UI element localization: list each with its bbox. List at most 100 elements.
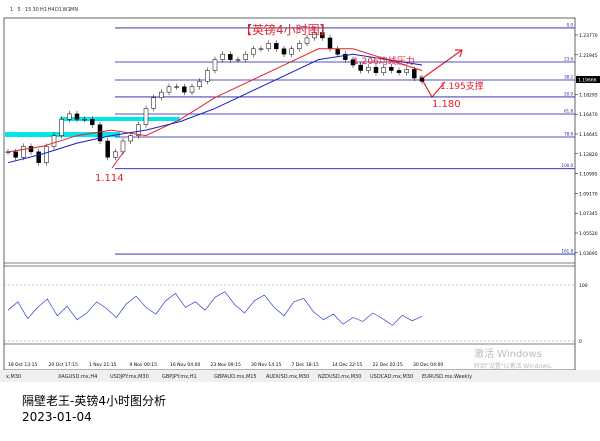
date-label: 14 Dec 22:15 (332, 362, 362, 368)
candle (36, 151, 41, 163)
annotation: 1.114 (95, 173, 124, 184)
timeframe-button[interactable]: H1 (40, 7, 47, 13)
zone (60, 117, 180, 121)
tab-bar (0, 370, 600, 382)
candle (312, 32, 317, 39)
candle (90, 119, 95, 125)
osc-label: 0 (579, 339, 582, 345)
timeframe-button[interactable]: 30 (33, 7, 39, 13)
caption-title: 隔壁老王-英镑4小时图分析 (22, 394, 166, 408)
candle (197, 81, 202, 88)
candle (419, 77, 425, 82)
current-price-label: 1.19666 (578, 78, 597, 84)
date-label: 20 Oct 17:15 (49, 362, 78, 368)
price-label: 1.23770 (579, 33, 598, 39)
candle (97, 124, 103, 142)
candle (5, 151, 11, 153)
candle (235, 59, 241, 61)
price-label: 1.09170 (579, 191, 598, 197)
timeframe-button[interactable]: D1 (55, 7, 62, 13)
background (0, 0, 600, 382)
candle (128, 135, 133, 142)
symbol-tab[interactable]: NZDUSD.mx,M30 (318, 374, 361, 380)
timeframe-button[interactable]: 1 (10, 7, 13, 13)
candle (189, 86, 195, 93)
osc-label: 100 (579, 283, 588, 289)
candle (174, 86, 179, 88)
candle (389, 66, 394, 71)
symbol-tab[interactable]: AUDUSD.mx,M30 (266, 374, 309, 380)
fib-label: 50.0 (564, 91, 573, 96)
candle (358, 64, 363, 71)
fib-label: 0.0 (567, 22, 574, 27)
symbol-tab[interactable]: GBPAUD.mx,M15 (214, 374, 257, 380)
fib-label: 23.6 (564, 57, 573, 62)
candle (67, 113, 72, 120)
fib-label: 78.6 (564, 131, 573, 136)
candle (159, 91, 164, 98)
candle (381, 66, 386, 73)
candle (404, 69, 409, 73)
annotation: 1.180 (432, 99, 461, 110)
candle (289, 48, 294, 55)
symbol-tab[interactable]: GBPJPY.mx,H1 (162, 374, 197, 380)
fib-label: 100.0 (562, 163, 574, 168)
watermark-sub: 转到"设置"以激活 Windows。 (474, 362, 556, 370)
date-label: 30 Nov 14:15 (251, 362, 281, 368)
date-label: 30 Dec 04:00 (413, 362, 443, 368)
date-label: 7 Dec 18:15 (292, 362, 320, 368)
candle (335, 48, 340, 55)
symbol-tab[interactable]: x,M30 (6, 374, 21, 380)
timeframe-button[interactable]: 5 (18, 7, 21, 13)
chart-title: 【英镑4小时图】 (240, 22, 332, 37)
oscillator-line (7, 291, 423, 326)
watermark: 激活 Windows (474, 347, 542, 360)
fib-label: 38.2 (564, 75, 573, 80)
date-label: 16 Nov 04:00 (170, 362, 200, 368)
current-price-box (576, 76, 600, 84)
symbol-tab[interactable]: USDCAD.mx,M30 (370, 374, 413, 380)
fib-label: 161.8 (562, 249, 574, 254)
candle (343, 53, 348, 60)
timeframe-button[interactable]: W1 (63, 7, 71, 13)
candle (350, 59, 356, 66)
candle (166, 86, 172, 93)
price-label: 1.16470 (579, 112, 598, 118)
timeframe-button[interactable]: 15 (25, 7, 31, 13)
price-label: 1.14645 (579, 132, 598, 138)
date-label: 23 Nov 09:15 (211, 362, 241, 368)
price-label: 1.07345 (579, 211, 598, 217)
date-label: 22 Dec 02:15 (373, 362, 403, 368)
candle (182, 86, 187, 93)
candle (220, 53, 225, 60)
terminal: 1 5 15 30 H1 H4 D1 W1 MN1.237701.219451.182951.1… (0, 0, 600, 382)
price-label: 1.10995 (579, 172, 598, 178)
price-label: 1.12820 (579, 152, 598, 158)
symbol-tab[interactable]: EURUSD.mx,Weekly (422, 374, 472, 380)
date-label: 9 Nov 00:15 (130, 362, 158, 368)
date-label: 1 Nov 21:15 (89, 362, 117, 368)
candle (281, 48, 287, 55)
candle (327, 37, 333, 50)
moving-average (7, 48, 423, 153)
candle (266, 43, 271, 50)
annotation: 1.195支撑 (440, 80, 484, 92)
candle (120, 140, 126, 153)
date-label: 18 Oct 13:15 (8, 362, 37, 368)
candle (274, 43, 279, 50)
candle (304, 37, 310, 44)
candle (13, 151, 18, 158)
candle (151, 97, 156, 109)
candle (258, 48, 264, 50)
symbol-tab[interactable]: USDJPY.mx,M30 (110, 374, 149, 380)
timeframe-button[interactable]: H4 (48, 7, 55, 13)
candle (51, 135, 57, 147)
symbol-tab[interactable]: XAGUSD.mx,H4 (58, 374, 97, 380)
timeframe-button[interactable]: MN (70, 7, 78, 13)
moving-average (7, 53, 423, 164)
candle (228, 53, 233, 60)
candle (113, 151, 118, 158)
candle (82, 119, 87, 121)
candle (251, 48, 256, 55)
